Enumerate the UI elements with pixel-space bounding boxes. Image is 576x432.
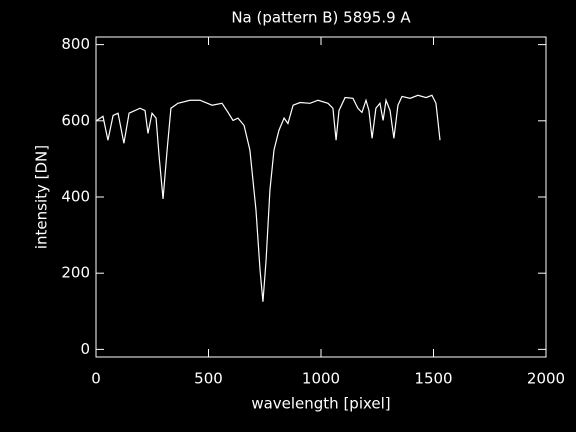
x-tick-label: 0 [91,370,101,388]
data-line [96,94,441,302]
y-tick-label: 800 [61,35,90,53]
y-tick-label: 600 [61,111,90,129]
x-axis-label: wavelength [pixel] [251,395,390,413]
x-tick-label: 500 [194,370,223,388]
x-tick-label: 1500 [414,370,452,388]
x-tick-label: 2000 [527,370,565,388]
y-tick-label: 200 [61,264,90,282]
y-axis-label: intensity [DN] [33,145,51,249]
x-tick-label: 1000 [302,370,340,388]
chart-title: Na (pattern B) 5895.9 A [231,9,411,27]
y-tick-label: 0 [80,340,90,358]
y-tick-label: 400 [61,188,90,206]
